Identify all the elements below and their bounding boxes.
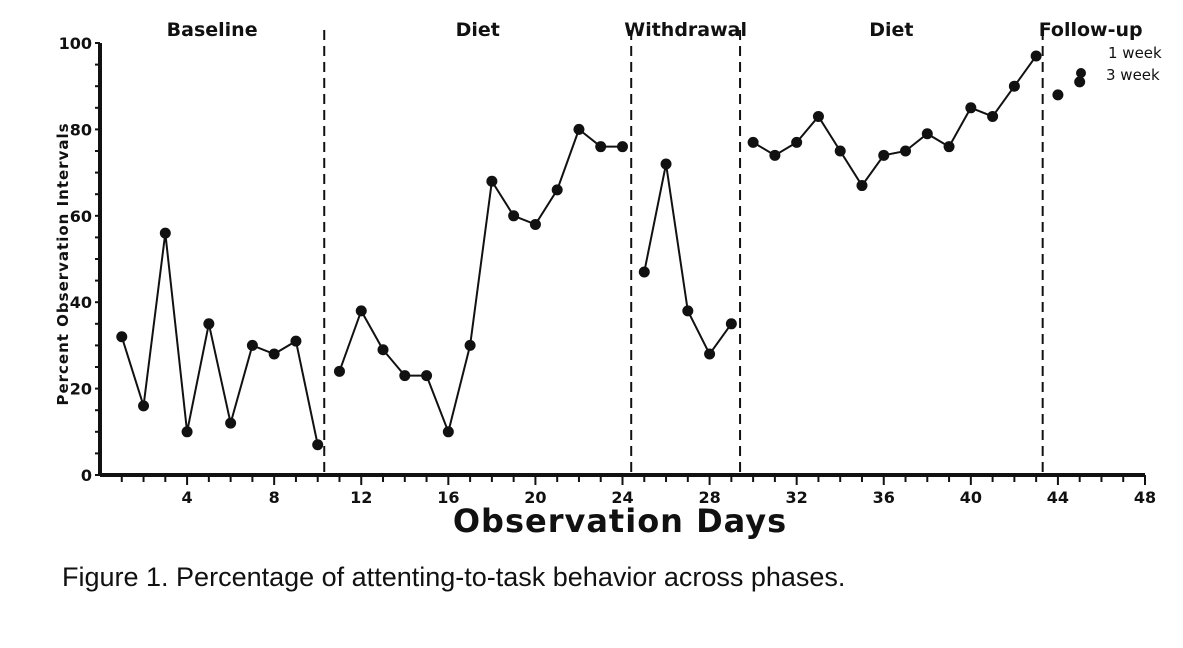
data-point — [900, 145, 912, 157]
x-axis-label: Observation Days — [453, 502, 787, 540]
data-point — [747, 136, 759, 148]
data-point — [965, 102, 977, 114]
data-point — [725, 318, 737, 330]
x-tick-label: 44 — [1047, 488, 1069, 507]
data-point — [442, 426, 454, 438]
data-point — [529, 218, 541, 230]
data-series — [116, 50, 1086, 451]
legend: 1 week 3 week — [1076, 44, 1162, 84]
data-point — [1074, 76, 1086, 88]
data-point — [595, 141, 607, 153]
data-point — [617, 141, 628, 153]
data-point — [1008, 80, 1020, 92]
data-point — [834, 145, 846, 157]
x-tick-label: 28 — [698, 488, 720, 507]
data-point — [921, 128, 933, 140]
data-point — [682, 305, 694, 317]
figure-caption: Figure 1. Percentage of attenting-to-tas… — [62, 562, 846, 592]
chart: 4 8 12 16 20 24 28 32 36 40 44 48020406080100Percen… — [54, 19, 1162, 540]
data-point — [987, 110, 999, 122]
y-axis-label: Percent Observation Intervals — [54, 122, 72, 405]
data-point — [181, 426, 193, 438]
x-tick-label: 40 — [960, 488, 982, 507]
data-point — [486, 175, 498, 187]
data-point — [551, 184, 563, 196]
x-tick-label: 48 — [1134, 488, 1156, 507]
data-point — [312, 439, 324, 451]
data-point — [377, 344, 389, 356]
x-tick-label: 24 — [611, 488, 633, 507]
x-tick-label: 20 — [524, 488, 546, 507]
data-point — [943, 141, 955, 153]
data-point — [660, 158, 672, 170]
phase-divider-lines — [323, 30, 1044, 475]
data-point — [116, 331, 128, 343]
data-point — [638, 266, 650, 278]
x-tick-label: 8 — [269, 488, 280, 507]
x-tick-label: 4 — [182, 488, 193, 507]
data-point — [878, 149, 890, 161]
y-tick-label: 20 — [70, 380, 92, 399]
phase-label: Follow-up — [1039, 19, 1143, 41]
data-point — [464, 339, 476, 351]
phase-label: Baseline — [167, 19, 258, 41]
data-point — [573, 123, 585, 135]
y-tick-label: 80 — [70, 120, 92, 139]
x-tick-label: 12 — [350, 488, 372, 507]
data-point — [268, 348, 280, 360]
axes: 4 8 12 16 20 24 28 32 36 40 44 48020406080100Percen… — [54, 34, 1156, 540]
data-point — [1030, 50, 1042, 62]
data-point — [159, 227, 171, 239]
data-point — [704, 348, 716, 360]
data-point — [508, 210, 520, 222]
legend-marker — [1076, 68, 1086, 78]
phase-labels: Baseline Diet Withdrawal Diet Follow-up — [167, 19, 1143, 41]
data-point — [246, 339, 258, 351]
data-point — [421, 370, 433, 382]
phase-label: Withdrawal — [624, 19, 747, 41]
data-point — [769, 149, 781, 161]
series-line — [338, 127, 623, 436]
phase-label: Diet — [456, 19, 500, 41]
data-point — [290, 335, 302, 347]
data-point — [225, 417, 237, 429]
data-point — [399, 370, 411, 382]
x-tick-label: 16 — [437, 488, 459, 507]
x-tick-label: 32 — [786, 488, 808, 507]
legend-label: 3 week — [1106, 66, 1160, 84]
data-point — [1052, 89, 1064, 101]
y-tick-label: 0 — [81, 466, 92, 485]
data-point — [812, 110, 824, 122]
data-point — [856, 180, 868, 192]
data-point — [138, 400, 150, 412]
y-tick-label: 60 — [70, 207, 92, 226]
data-point — [203, 318, 215, 330]
data-point — [355, 305, 367, 317]
data-point — [333, 365, 345, 377]
legend-label: 1 week — [1108, 44, 1162, 62]
phase-label: Diet — [869, 19, 913, 41]
data-point — [791, 136, 803, 148]
series-line — [643, 163, 733, 356]
x-tick-label: 36 — [873, 488, 895, 507]
series-line — [120, 232, 319, 445]
y-tick-label: 40 — [70, 293, 92, 312]
y-tick-label: 100 — [59, 34, 92, 53]
